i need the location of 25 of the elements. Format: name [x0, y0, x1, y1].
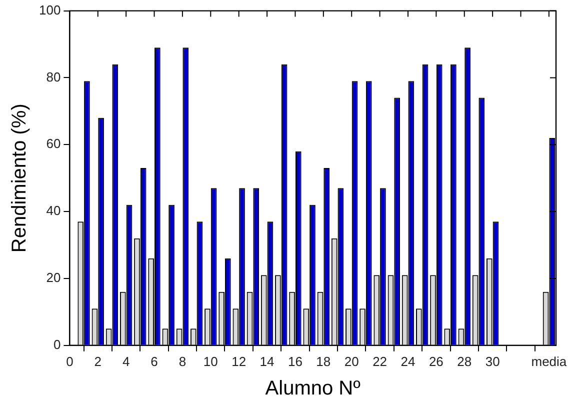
y-tick-label: 80 — [46, 69, 61, 84]
y-tick-label: 60 — [46, 136, 61, 152]
x-tick-label: 22 — [372, 354, 388, 369]
x-tick-label: 10 — [203, 354, 218, 369]
x-tick-label: 30 — [485, 354, 500, 369]
x-tick-label: 8 — [178, 354, 186, 369]
y-tick-label: 40 — [46, 203, 61, 218]
x-tick-label: 24 — [400, 354, 416, 369]
y-axis-title: Rendimiento (%) — [8, 104, 31, 253]
x-tick-label: 26 — [428, 354, 444, 369]
y-tick-label: 100 — [38, 2, 61, 18]
x-tick-label: 0 — [66, 354, 74, 369]
x-tick-label: 16 — [288, 354, 302, 369]
x-tick-label: 2 — [94, 354, 102, 369]
y-tick-label: 20 — [46, 270, 61, 286]
x-axis-title: Alumno Nº — [265, 378, 362, 400]
x-tick-label: 4 — [122, 354, 130, 369]
x-tick-label: 18 — [316, 354, 331, 369]
x-tick-label: 12 — [232, 354, 246, 369]
x-tick-label: 20 — [344, 354, 359, 369]
x-tick-label: 6 — [150, 354, 158, 369]
x-tick-label: 28 — [457, 354, 472, 369]
x-tick-label: media — [531, 354, 568, 369]
x-tick-label: 14 — [260, 354, 274, 369]
y-tick-label: 0 — [53, 336, 61, 352]
